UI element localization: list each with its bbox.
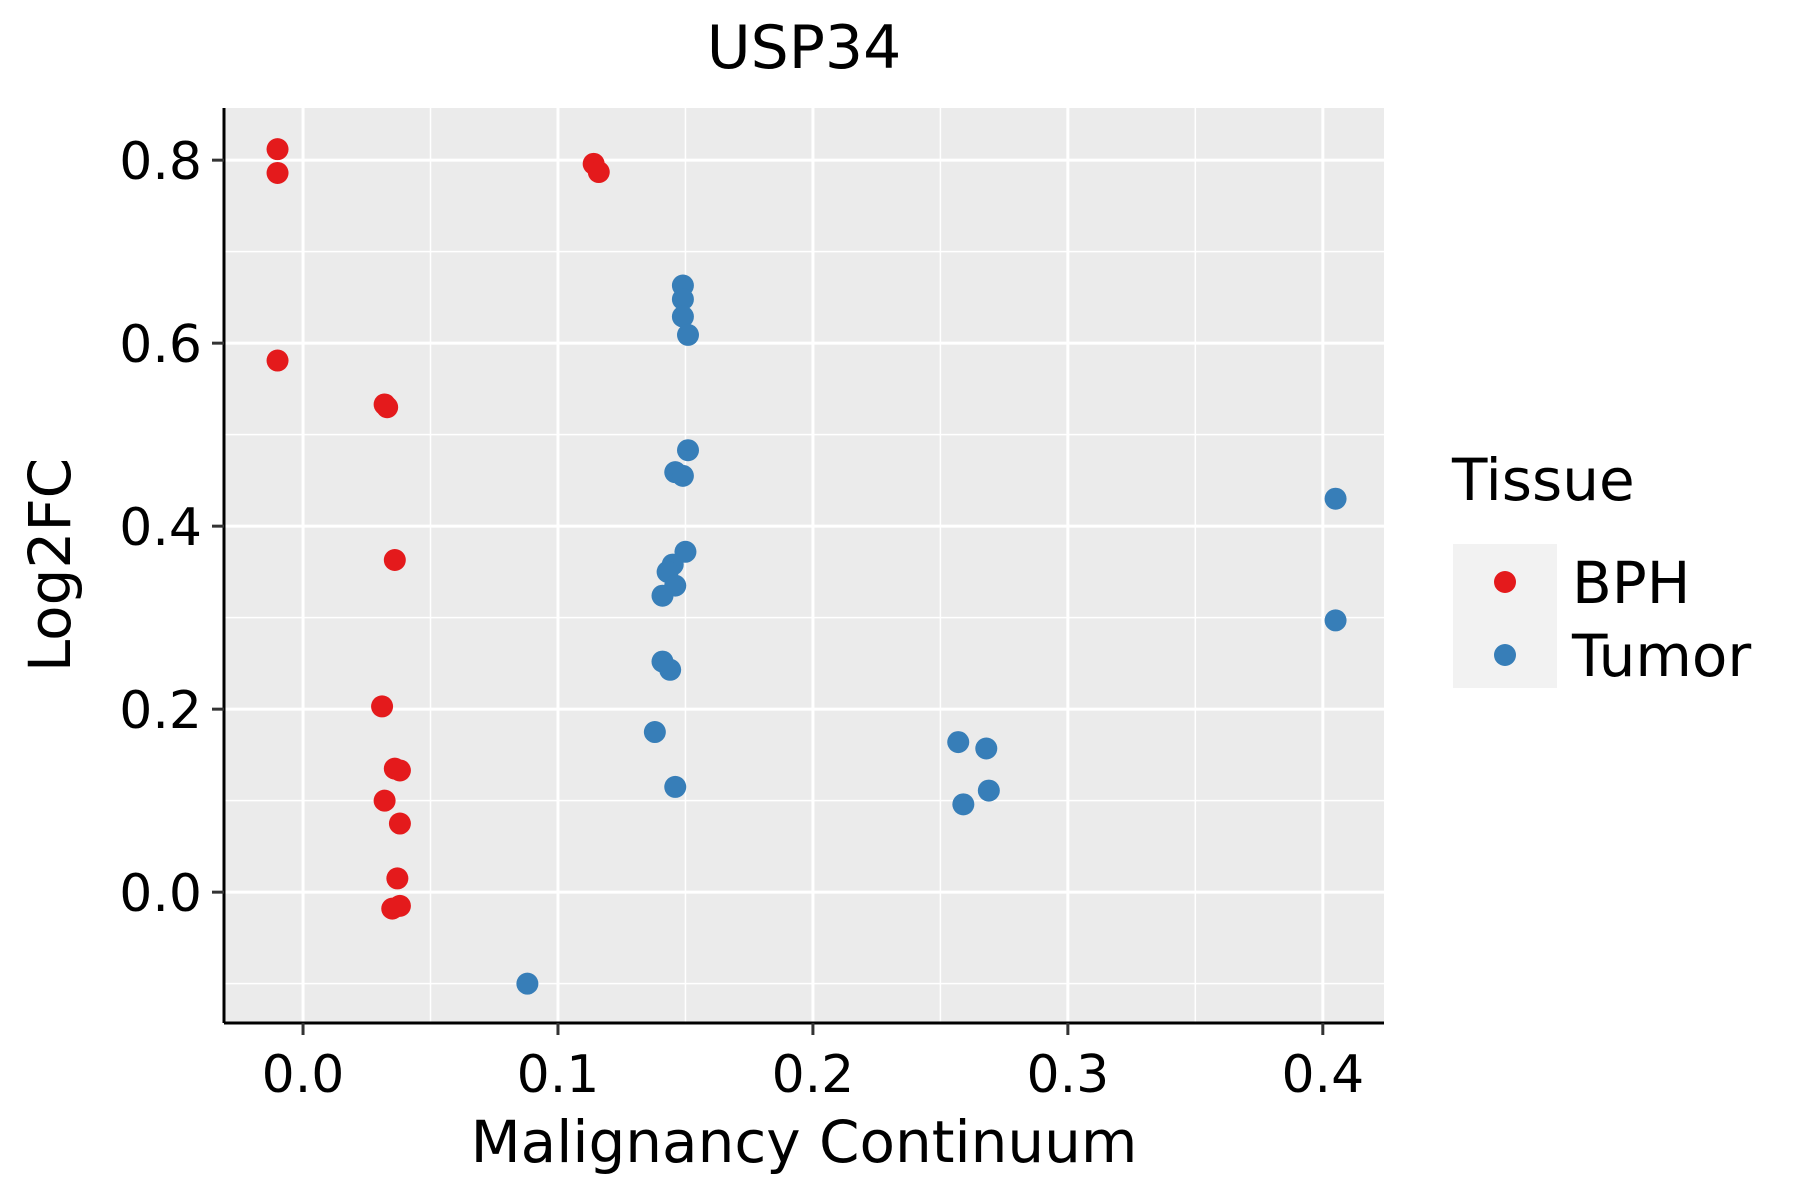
major-gridlines (224, 108, 1384, 1023)
point-tumor (651, 584, 674, 607)
point-tumor (671, 464, 694, 487)
legend-label-bph: BPH (1572, 549, 1690, 617)
point-bph (388, 759, 411, 782)
point-bph (386, 867, 409, 890)
point-tumor (1324, 487, 1347, 510)
x-tick-label: 0.1 (517, 1045, 600, 1105)
point-bph (266, 349, 289, 372)
data-points (266, 138, 1347, 995)
point-bph (266, 161, 289, 184)
y-tick-label: 0.4 (119, 498, 202, 558)
point-tumor (664, 775, 687, 798)
legend-key-background (1453, 544, 1557, 688)
point-tumor (677, 439, 699, 462)
point-tumor (952, 793, 975, 816)
point-tumor (671, 288, 694, 311)
point-bph (383, 549, 406, 572)
x-tick-label: 0.2 (772, 1045, 855, 1105)
legend-title: Tissue (1451, 446, 1635, 514)
x-tick-label: 0.4 (1281, 1045, 1364, 1105)
x-axis-ticks: 0.0 0.1 0.2 0.3 0.4 (262, 1023, 1364, 1105)
point-tumor (671, 305, 694, 328)
point-tumor (947, 731, 970, 754)
point-tumor (659, 658, 682, 681)
point-bph (376, 396, 399, 419)
y-tick-label: 0.0 (119, 864, 202, 924)
point-tumor (1324, 609, 1347, 632)
panel-background (224, 108, 1384, 1023)
chart-title: USP34 (707, 13, 902, 83)
legend-label-tumor: Tumor (1571, 622, 1751, 690)
legend-key-bph (1494, 571, 1516, 593)
y-axis-title: Log2FC (16, 458, 84, 672)
y-axis-ticks: 0.0 0.2 0.4 0.6 0.8 (119, 132, 224, 924)
point-tumor (677, 323, 699, 346)
point-bph (587, 161, 610, 184)
point-bph (373, 789, 396, 812)
point-tumor (975, 737, 998, 760)
x-tick-label: 0.3 (1027, 1045, 1110, 1105)
y-tick-label: 0.2 (119, 681, 202, 741)
point-bph (266, 138, 289, 161)
y-tick-label: 0.6 (119, 315, 202, 375)
y-tick-label: 0.8 (119, 132, 202, 192)
point-bph (371, 695, 394, 718)
point-tumor (977, 779, 1000, 802)
point-tumor (643, 721, 666, 744)
point-bph (388, 894, 411, 917)
x-tick-label: 0.0 (262, 1045, 345, 1105)
point-tumor (516, 972, 539, 995)
legend-key-tumor (1494, 644, 1516, 666)
x-axis-title: Malignancy Continuum (471, 1108, 1138, 1176)
minor-gridlines (224, 108, 1384, 1023)
point-bph (388, 812, 411, 835)
